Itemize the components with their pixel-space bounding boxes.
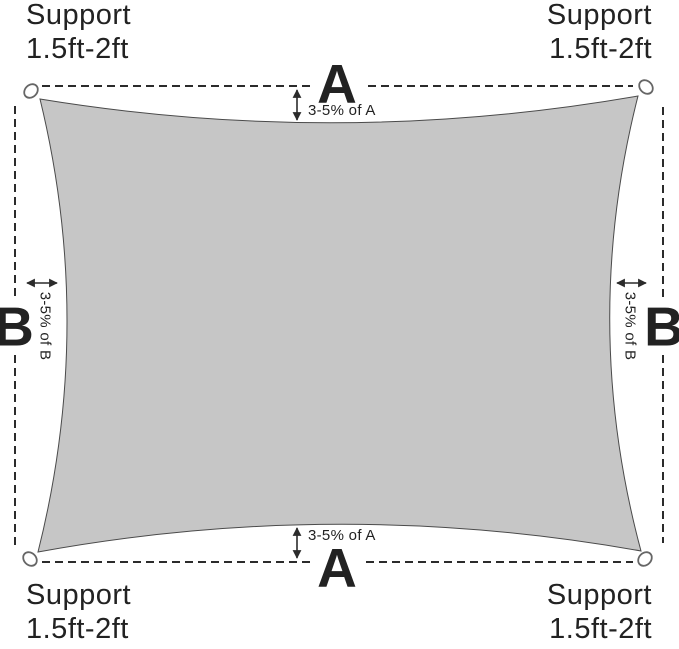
dimension-letter-a-bottom: A	[317, 536, 357, 599]
support-label-top-left: Support 1.5ft-2ft	[26, 0, 131, 66]
dimension-letter-b-right: B	[644, 295, 679, 358]
shade-sail-shape	[37, 95, 642, 553]
support-label-top-right: Support 1.5ft-2ft	[547, 0, 652, 66]
sag-label-b-right: 3-5% of B	[621, 291, 639, 361]
corner-ring-top-right-icon	[638, 79, 654, 95]
support-label-line1: Support	[546, 579, 652, 611]
corner-ring-top-left-icon	[23, 83, 39, 99]
dimension-letter-b-left: B	[0, 295, 34, 358]
support-label-line2: 1.5ft-2ft	[26, 33, 129, 65]
support-label-bottom-right: Support 1.5ft-2ft	[547, 578, 652, 646]
dimension-letter-a-top: A	[317, 52, 357, 115]
support-label-line1: Support	[26, 0, 132, 31]
sag-label-a-top: 3-5% of A	[308, 102, 376, 119]
support-label-bottom-left: Support 1.5ft-2ft	[26, 578, 131, 646]
corner-ring-bottom-right-icon	[637, 551, 653, 567]
support-label-line1: Support	[546, 0, 652, 31]
sag-label-b-left: 3-5% of B	[36, 291, 54, 361]
corner-ring-bottom-left-icon	[22, 551, 38, 567]
support-label-line1: Support	[26, 579, 132, 611]
support-label-line2: 1.5ft-2ft	[549, 613, 652, 645]
sag-label-a-bottom: 3-5% of A	[308, 527, 376, 544]
support-label-line2: 1.5ft-2ft	[26, 613, 129, 645]
support-label-line2: 1.5ft-2ft	[549, 33, 652, 65]
